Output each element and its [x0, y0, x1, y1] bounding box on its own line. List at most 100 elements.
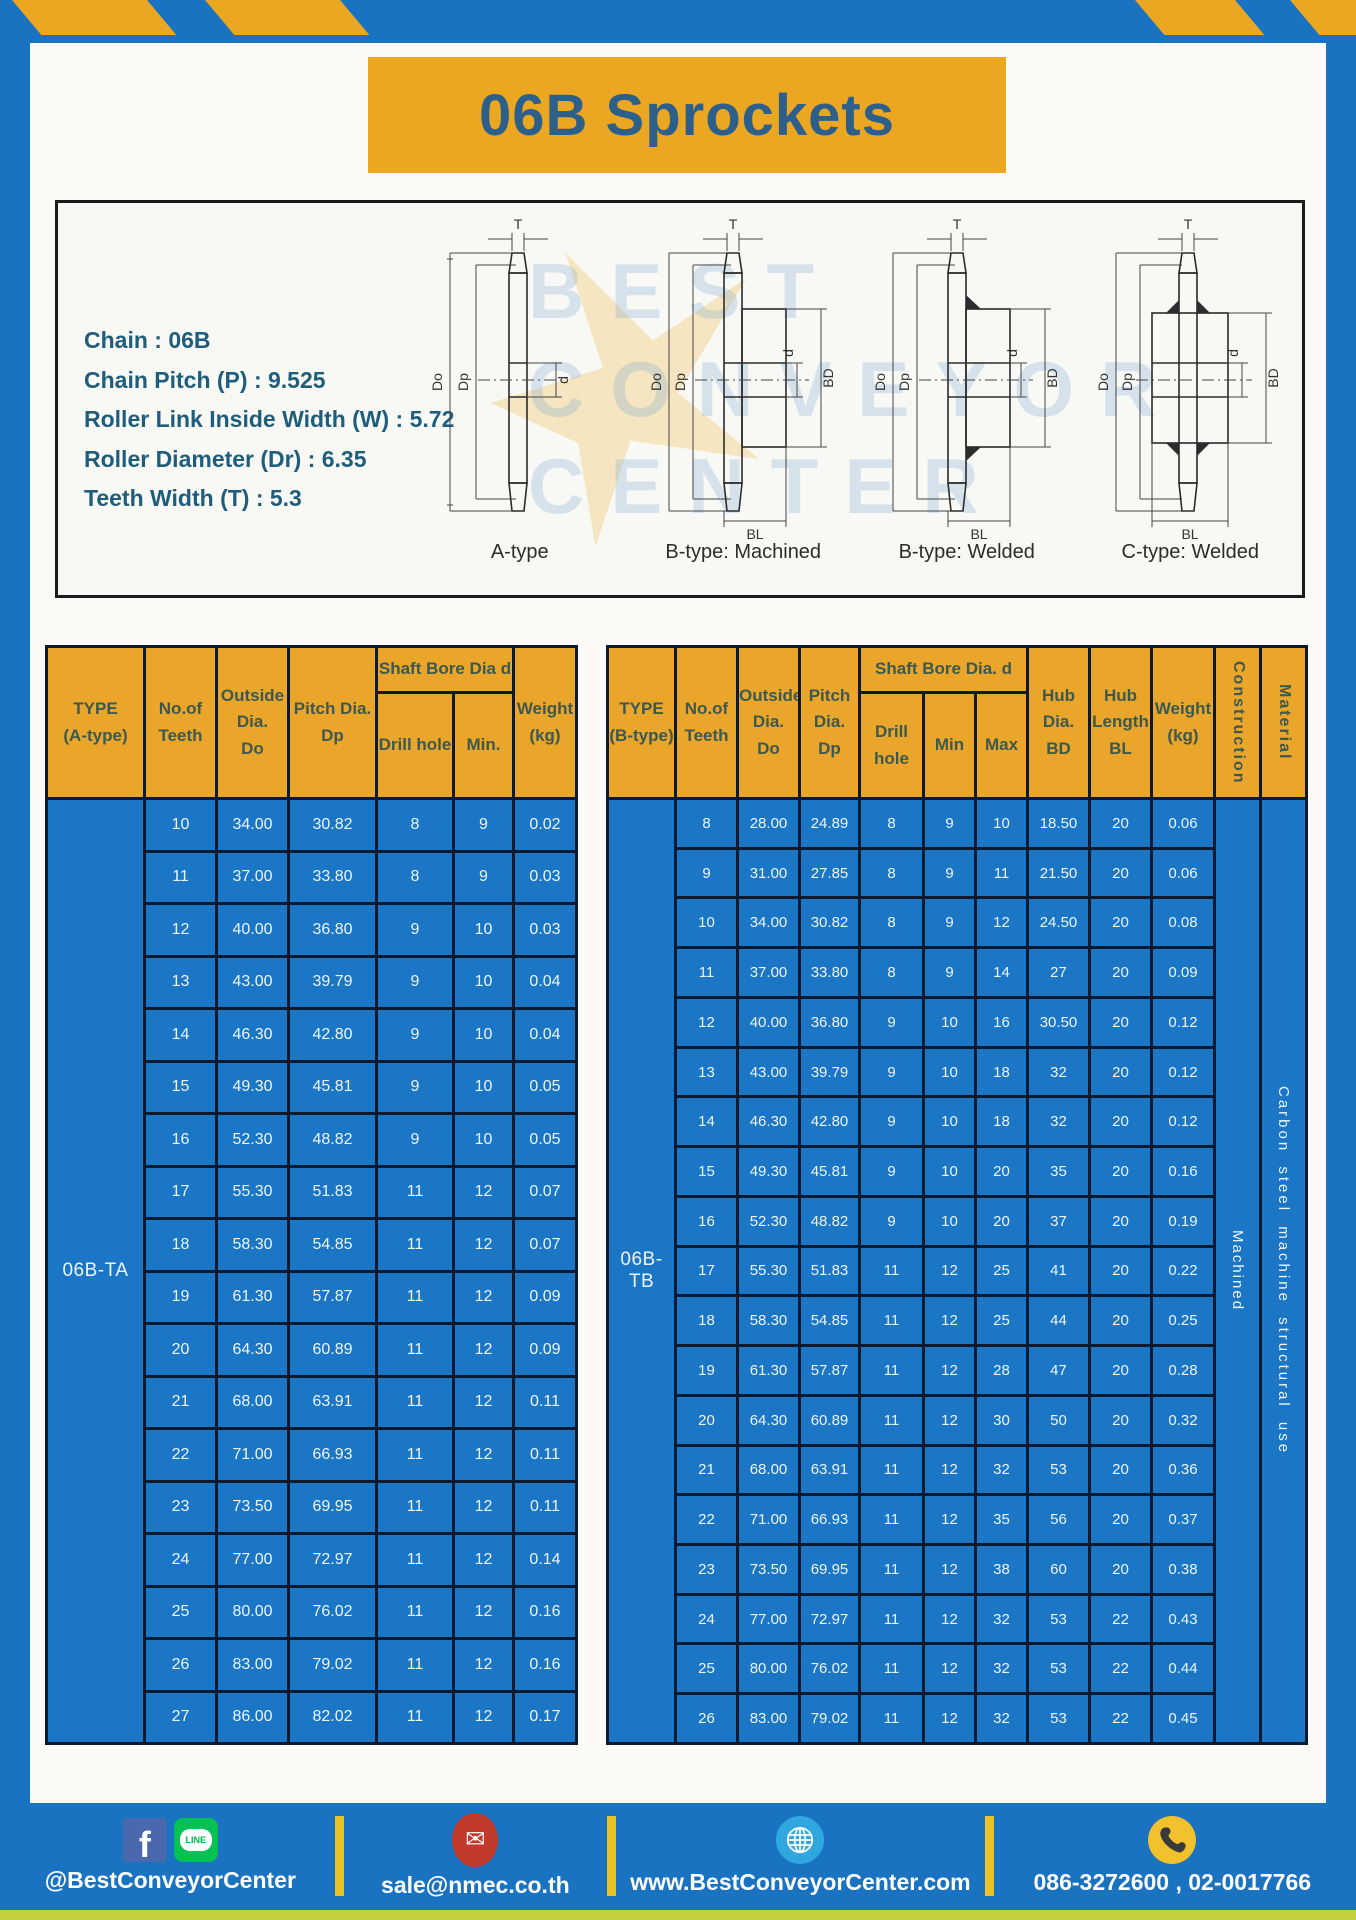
table-cell: 9: [452, 849, 515, 905]
table-cell: 56: [1026, 1493, 1091, 1547]
table-cell: 38: [974, 1543, 1029, 1596]
table-row: 20 64.30 60.89 11 12 0.09: [47, 1322, 578, 1378]
phone-numbers: 086-3272600 , 02-0017766: [1033, 1868, 1312, 1895]
table-cell: 27.85: [798, 846, 861, 900]
table-cell: 63.91: [798, 1443, 861, 1497]
table-cell: 11: [974, 846, 1029, 900]
contact-footer: f LINE @BestConveyorCenter ✉ sale@nmec.c…: [0, 1803, 1356, 1920]
table-cell: 20: [1088, 1344, 1153, 1397]
table-cell: 20: [1088, 1393, 1153, 1447]
table-cell: 10: [452, 1112, 515, 1168]
table-cell: 9: [375, 1059, 455, 1115]
table-cell: 0.02: [512, 797, 578, 853]
table-cell: 60: [1026, 1543, 1091, 1596]
table-cell: 0.44: [1150, 1642, 1216, 1696]
table-cell: 23: [143, 1479, 218, 1535]
table-cell: 9: [858, 1194, 925, 1248]
col-header-teeth: No.of Teeth: [674, 645, 739, 800]
table-cell: 12: [922, 1443, 977, 1497]
table-cell: 9: [375, 902, 455, 958]
table-cell: 20: [1088, 896, 1153, 950]
svg-text:Do: Do: [872, 373, 888, 391]
table-cell: 0.11: [512, 1427, 578, 1483]
table-cell: 32: [1026, 1095, 1091, 1149]
table-row: 11 37.00 33.80 8 9 14 27 20 0.09: [608, 946, 1307, 999]
table-cell: 61.30: [736, 1344, 801, 1397]
table-cell: 12: [922, 1642, 977, 1696]
table-cell: 12: [922, 1592, 977, 1646]
table-cell: 39.79: [798, 1045, 861, 1099]
table-cell: 68.00: [736, 1443, 801, 1497]
table-cell: 12: [143, 902, 218, 958]
table-cell: 80.00: [215, 1584, 290, 1640]
table-cell: 10: [143, 797, 218, 853]
table-cell: 0.07: [512, 1164, 578, 1220]
table-cell: 40.00: [736, 995, 801, 1049]
table-cell: 32: [974, 1592, 1029, 1646]
table-cell: 9: [674, 846, 739, 900]
table-row: 13 43.00 39.79 9 10 0.04: [47, 954, 578, 1010]
table-cell: 12: [922, 1692, 977, 1745]
table-cell: 21: [674, 1443, 739, 1497]
table-cell: 30.82: [287, 797, 378, 853]
table-cell: 58.30: [736, 1294, 801, 1348]
table-cell: 11: [858, 1393, 925, 1447]
table-cell: 68.00: [215, 1374, 290, 1430]
table-row: 9 31.00 27.85 8 9 11 21.50 20 0.06: [608, 846, 1307, 900]
email-icon: ✉: [452, 1812, 499, 1867]
table-cell: 49.30: [215, 1059, 290, 1115]
table-cell: 57.87: [798, 1344, 861, 1397]
table-cell: 83.00: [215, 1637, 290, 1693]
table-cell: 12: [452, 1584, 515, 1640]
spec-line: Chain Pitch (P) : 9.525: [84, 366, 326, 393]
table-cell: 8: [375, 797, 455, 853]
table-cell: 32: [974, 1443, 1029, 1497]
table-cell: 47: [1026, 1344, 1091, 1397]
table-cell: 53: [1026, 1692, 1091, 1745]
svg-text:Dp: Dp: [896, 373, 912, 391]
table-cell: 8: [375, 849, 455, 905]
svg-text:BD: BD: [1044, 368, 1060, 387]
table-cell: 8: [674, 797, 739, 850]
table-cell: 52.30: [215, 1112, 290, 1168]
table-cell: 25: [974, 1244, 1029, 1298]
table-row: 26 83.00 79.02 11 12 0.16: [47, 1637, 578, 1693]
table-row: 10 34.00 30.82 8 9 12 24.50 20 0.08: [608, 896, 1307, 950]
table-cell: 50: [1026, 1393, 1091, 1447]
footer-email-section: ✉ sale@nmec.co.th: [348, 1812, 602, 1899]
table-cell: 25: [974, 1294, 1029, 1348]
table-row: 16 52.30 48.82 9 10 20 37 20 0.19: [608, 1194, 1307, 1248]
table-cell: 11: [858, 1642, 925, 1696]
table-cell: 9: [922, 846, 977, 900]
email-address: sale@nmec.co.th: [381, 1871, 570, 1898]
table-cell: 46.30: [736, 1095, 801, 1149]
table-cell: 63.91: [287, 1374, 378, 1430]
yellow-stripe: [1290, 0, 1356, 35]
col-header-type: TYPE (B-type): [606, 645, 677, 800]
yellow-stripe: [205, 0, 370, 35]
table-cell: 20: [974, 1194, 1029, 1248]
table-cell: 12: [922, 1294, 977, 1348]
table-cell: 24: [674, 1592, 739, 1646]
table-cell: 20: [1088, 1443, 1153, 1497]
table-cell: 36.80: [798, 995, 861, 1049]
table-cell: 66.93: [798, 1493, 861, 1547]
table-cell: 11: [375, 1532, 455, 1588]
table-cell: 0.16: [512, 1584, 578, 1640]
table-cell: 21.50: [1026, 846, 1091, 900]
table-cell: 32: [1026, 1045, 1091, 1099]
table-cell: 55.30: [736, 1244, 801, 1298]
table-cell: 37.00: [736, 946, 801, 999]
table-cell: 0.28: [1150, 1344, 1216, 1397]
table-cell: 34.00: [736, 896, 801, 950]
table-cell: 0.43: [1150, 1592, 1216, 1646]
table-cell: 58.30: [215, 1217, 290, 1273]
table-cell: 22: [1088, 1692, 1153, 1745]
drawing-caption: B-type: Welded: [898, 541, 1035, 563]
svg-text:BL: BL: [747, 526, 764, 542]
table-cell: 13: [674, 1045, 739, 1099]
table-cell: 18: [674, 1294, 739, 1348]
table-cell: 9: [922, 797, 977, 850]
svg-text:BD: BD: [1265, 368, 1281, 387]
table-cell: 12: [922, 1244, 977, 1298]
